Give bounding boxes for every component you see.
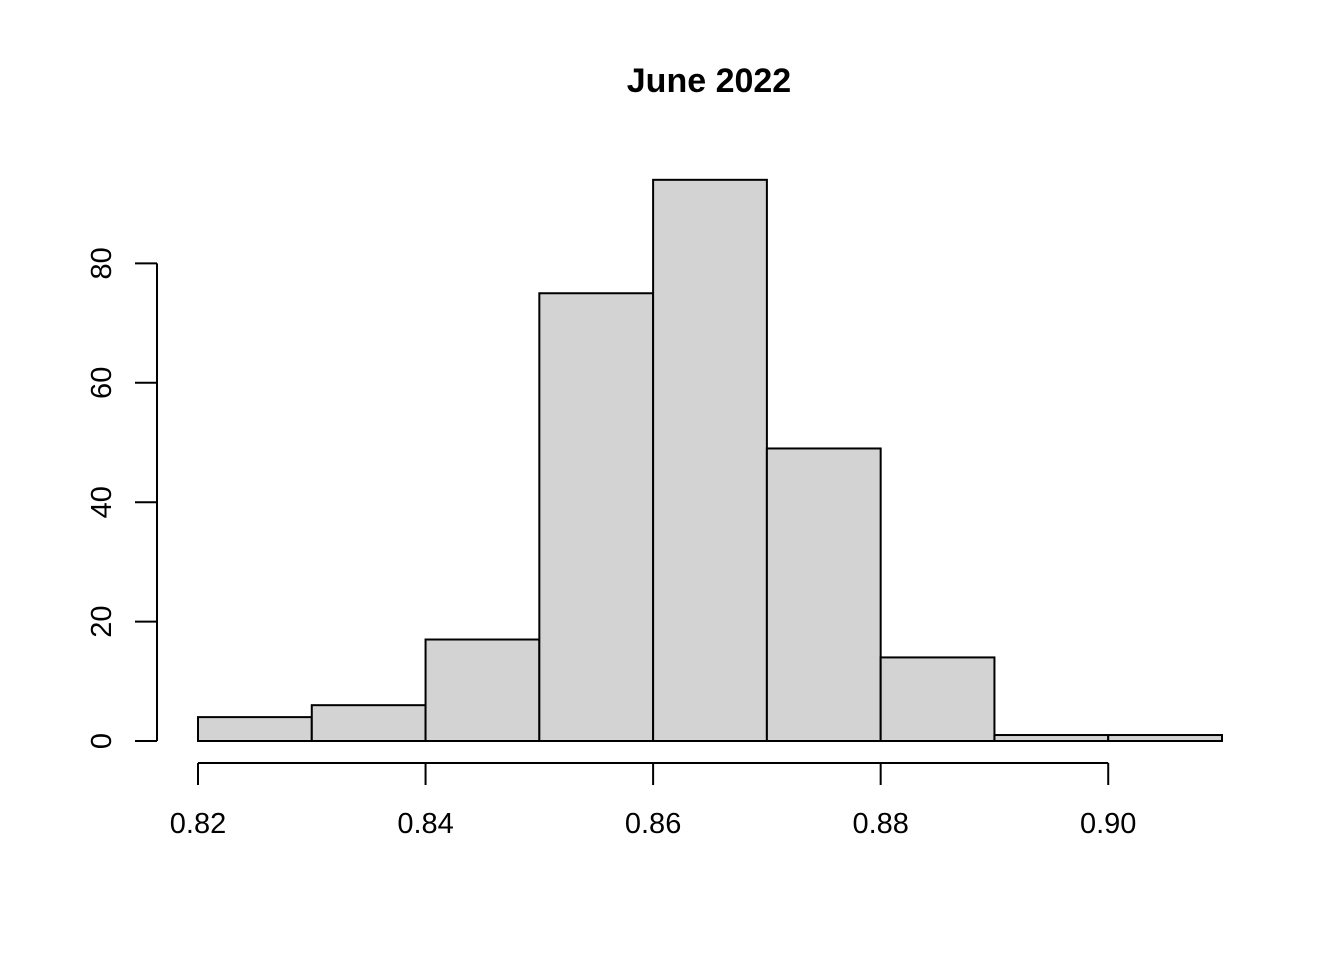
x-axis: 0.82 0.84 0.86 0.88 0.90 bbox=[170, 762, 1136, 840]
y-tick-label: 80 bbox=[86, 247, 118, 279]
x-tick-label: 0.82 bbox=[170, 808, 226, 840]
y-tick-label: 40 bbox=[86, 486, 118, 518]
histogram-bar bbox=[424, 638, 541, 743]
y-axis: 0 20 40 60 80 bbox=[86, 247, 158, 749]
x-tick-label: 0.86 bbox=[625, 808, 681, 840]
histogram-bar bbox=[993, 734, 1110, 743]
histogram-bar bbox=[538, 292, 655, 742]
chart-title: June 2022 bbox=[627, 62, 791, 100]
histogram-bar bbox=[765, 447, 882, 742]
y-tick-label: 60 bbox=[86, 367, 118, 399]
histogram-bar bbox=[310, 704, 427, 742]
histogram-bar bbox=[197, 716, 313, 742]
x-tick-label: 0.84 bbox=[397, 808, 453, 840]
x-tick-label: 0.90 bbox=[1080, 808, 1136, 840]
y-tick-label: 20 bbox=[86, 605, 118, 637]
histogram-bar bbox=[652, 178, 768, 742]
histogram-bar bbox=[879, 656, 996, 742]
x-tick-label: 0.88 bbox=[852, 808, 908, 840]
y-tick-label: 0 bbox=[86, 733, 118, 749]
histogram-bar bbox=[1107, 734, 1223, 743]
histogram-bars bbox=[197, 178, 1223, 743]
